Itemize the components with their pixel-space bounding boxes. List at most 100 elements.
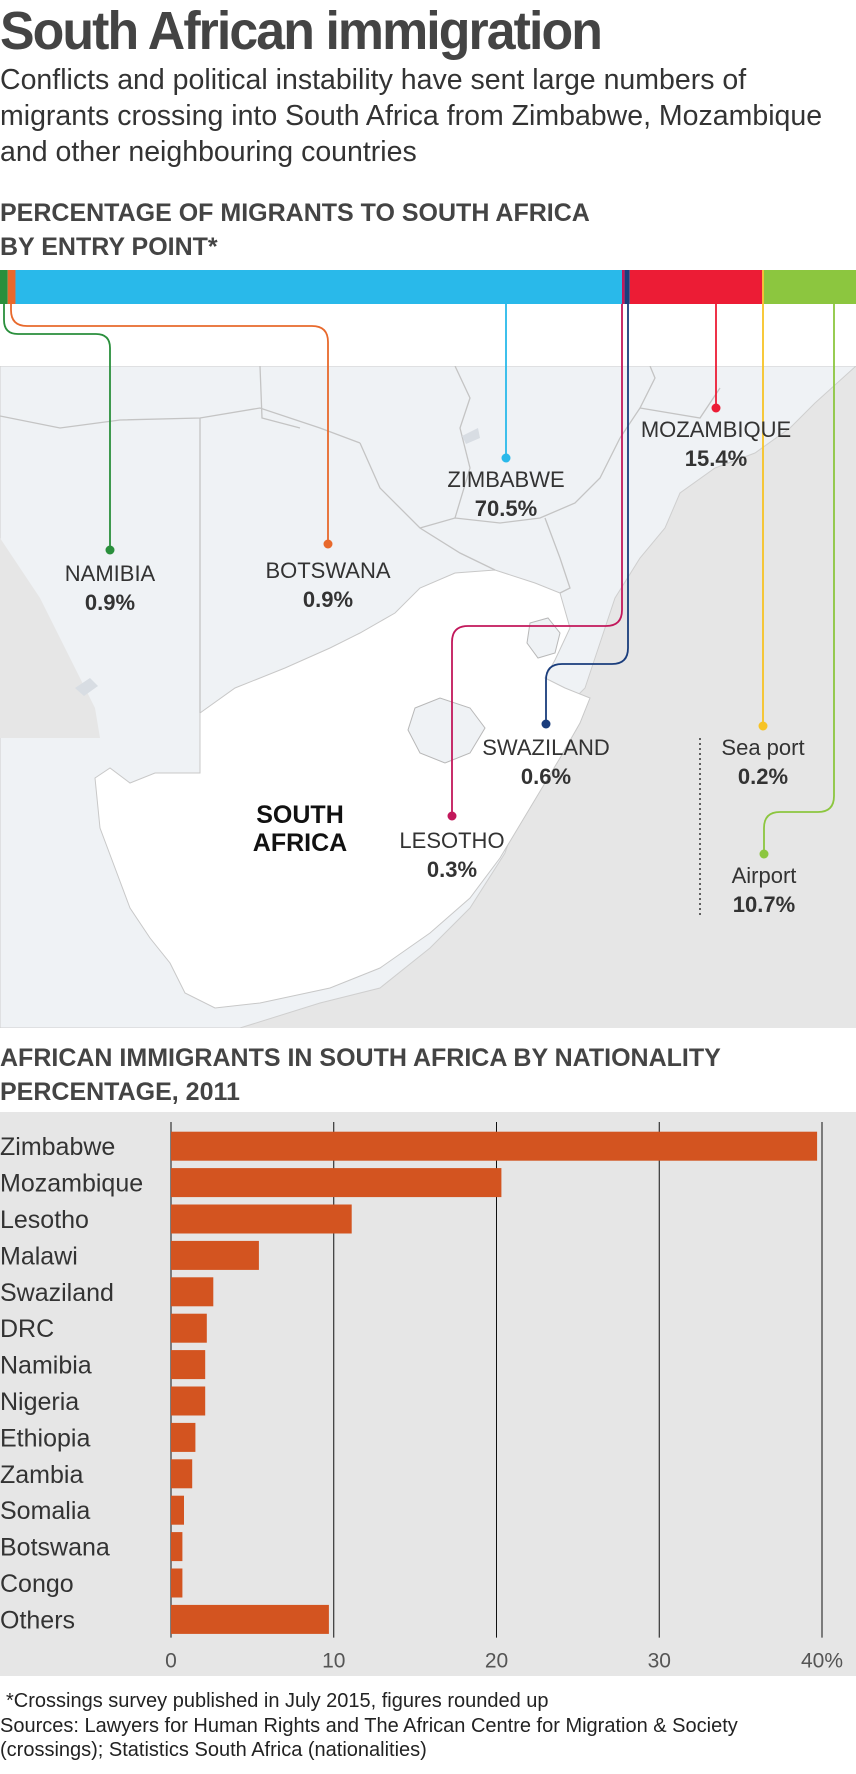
category-label: DRC (0, 1315, 54, 1343)
bar-lesotho (171, 1204, 352, 1234)
leader-swaziland (545, 304, 629, 724)
label-seaport-value: 0.2% (738, 764, 788, 789)
lesotho-shape (407, 697, 486, 764)
tick-label: 40% (801, 1650, 843, 1673)
label-seaport-name: Sea port (721, 735, 804, 760)
leader-dots (105, 403, 769, 859)
tick-label: 20 (485, 1650, 508, 1673)
label-swaziland-name: SWAZILAND (482, 735, 610, 760)
dot-lesotho (447, 811, 457, 821)
entry-point-stacked-bar (0, 270, 856, 304)
bar-ethiopia (171, 1422, 196, 1452)
lake-shape (75, 678, 98, 696)
stack-segment-botswana (7, 270, 16, 304)
category-label: Swaziland (0, 1279, 114, 1307)
dot-mozambique (711, 403, 721, 413)
label-lesotho-value: 0.3% (427, 857, 477, 882)
dot-airport (759, 849, 769, 859)
map-base (0, 366, 856, 1028)
label-namibia-value: 0.9% (85, 590, 135, 615)
tick-label: 0 (165, 1650, 177, 1673)
south-africa-shape (94, 569, 591, 1009)
leader-airport (763, 304, 835, 854)
bar-malawi (171, 1240, 259, 1270)
label-mozambique-value: 15.4% (685, 446, 747, 471)
category-label: Zimbabwe (0, 1133, 115, 1161)
label-botswana-name: BOTSWANA (265, 558, 390, 583)
page-subtitle: Conflicts and political instability have… (0, 64, 823, 168)
category-label: Namibia (0, 1352, 92, 1380)
label-swaziland-value: 0.6% (521, 764, 571, 789)
bar-zimbabwe (171, 1131, 818, 1161)
footnote: *Crossings survey published in July 2015… (6, 1690, 549, 1712)
stack-segment-lesotho (622, 270, 625, 304)
stack-segment-airport (763, 270, 856, 304)
sources-line-1: Sources: Lawyers for Human Rights and Th… (0, 1715, 738, 1737)
category-label: Somalia (0, 1497, 90, 1525)
label-zimbabwe-name: ZIMBABWE (447, 467, 564, 492)
bar-others (171, 1604, 329, 1634)
label-airport-name: Airport (732, 863, 797, 888)
leader-lesotho (451, 304, 623, 816)
sources-line-2: (crossings); Statistics South Africa (na… (0, 1739, 427, 1761)
category-label: Others (0, 1606, 75, 1634)
category-label: Zambia (0, 1461, 83, 1489)
bar-zambia (171, 1459, 193, 1489)
chart-ticks: 0 10 20 30 40% (165, 1650, 843, 1673)
chart-bars (171, 1131, 818, 1634)
label-lesotho-name: LESOTHO (399, 828, 504, 853)
label-zimbabwe-value: 70.5% (475, 496, 537, 521)
stack-segment-mozambique (629, 270, 763, 304)
dot-botswana (323, 539, 333, 549)
dot-zimbabwe (501, 453, 511, 463)
south-africa-label-line-1: SOUTH (256, 801, 344, 829)
entry-labels: NAMIBIA 0.9% BOTSWANA 0.9% ZIMBABWE 70.5… (65, 417, 805, 917)
country-borders (0, 366, 721, 713)
bar-botswana (171, 1532, 183, 1562)
leader-botswana (10, 304, 329, 544)
map-heading-line-1: PERCENTAGE OF MIGRANTS TO SOUTH AFRICA (0, 199, 590, 227)
map-section-heading: PERCENTAGE OF MIGRANTS TO SOUTH AFRICA B… (0, 196, 590, 264)
bar-namibia (171, 1350, 206, 1380)
entry-point-map: NAMIBIA 0.9% BOTSWANA 0.9% ZIMBABWE 70.5… (0, 270, 856, 1028)
category-label: Botswana (0, 1534, 110, 1562)
stack-segment-sea-port (762, 270, 764, 304)
bar-congo (171, 1568, 183, 1598)
page-title: South African immigration (0, 1, 603, 61)
bar-section-heading: AFRICAN IMMIGRANTS IN SOUTH AFRICA BY NA… (0, 1041, 721, 1109)
tick-label: 10 (322, 1650, 345, 1673)
bar-nigeria (171, 1386, 206, 1416)
category-label: Mozambique (0, 1170, 143, 1198)
tick-label: 30 (648, 1650, 671, 1673)
bar-swaziland (171, 1277, 214, 1307)
leader-namibia (3, 304, 111, 550)
nationality-bar-chart: Zimbabwe Mozambique Lesotho Malawi Swaziland… (0, 1112, 856, 1676)
bar-heading-line-1: AFRICAN IMMIGRANTS IN SOUTH AFRICA BY NA… (0, 1044, 721, 1072)
category-label: Nigeria (0, 1388, 79, 1416)
category-label: Ethiopia (0, 1424, 90, 1452)
label-mozambique-name: MOZAMBIQUE (641, 417, 791, 442)
dot-namibia (105, 545, 115, 555)
bar-mozambique (171, 1168, 502, 1198)
map-heading-line-2: BY ENTRY POINT* (0, 233, 218, 261)
label-airport-value: 10.7% (733, 892, 795, 917)
label-namibia-name: NAMIBIA (65, 561, 156, 586)
category-label: Lesotho (0, 1206, 89, 1234)
bar-drc (171, 1313, 207, 1343)
category-label: Congo (0, 1570, 74, 1598)
bar-somalia (171, 1495, 184, 1525)
bar-heading-line-2: PERCENTAGE, 2011 (0, 1078, 240, 1106)
stack-segment-swaziland (624, 270, 630, 304)
leader-lines (3, 304, 835, 918)
chart-background (0, 1112, 856, 1676)
stack-segment-namibia (0, 270, 8, 304)
swaziland-shape (526, 617, 561, 659)
sources: Sources: Lawyers for Human Rights and Th… (0, 1714, 738, 1762)
label-botswana-value: 0.9% (303, 587, 353, 612)
lake-shape-2 (462, 428, 480, 444)
south-africa-label-line-2: AFRICA (253, 829, 347, 857)
category-label: Malawi (0, 1242, 78, 1270)
stack-segment-zimbabwe (15, 270, 623, 304)
dot-swaziland (541, 719, 551, 729)
dot-seaport (758, 721, 768, 731)
